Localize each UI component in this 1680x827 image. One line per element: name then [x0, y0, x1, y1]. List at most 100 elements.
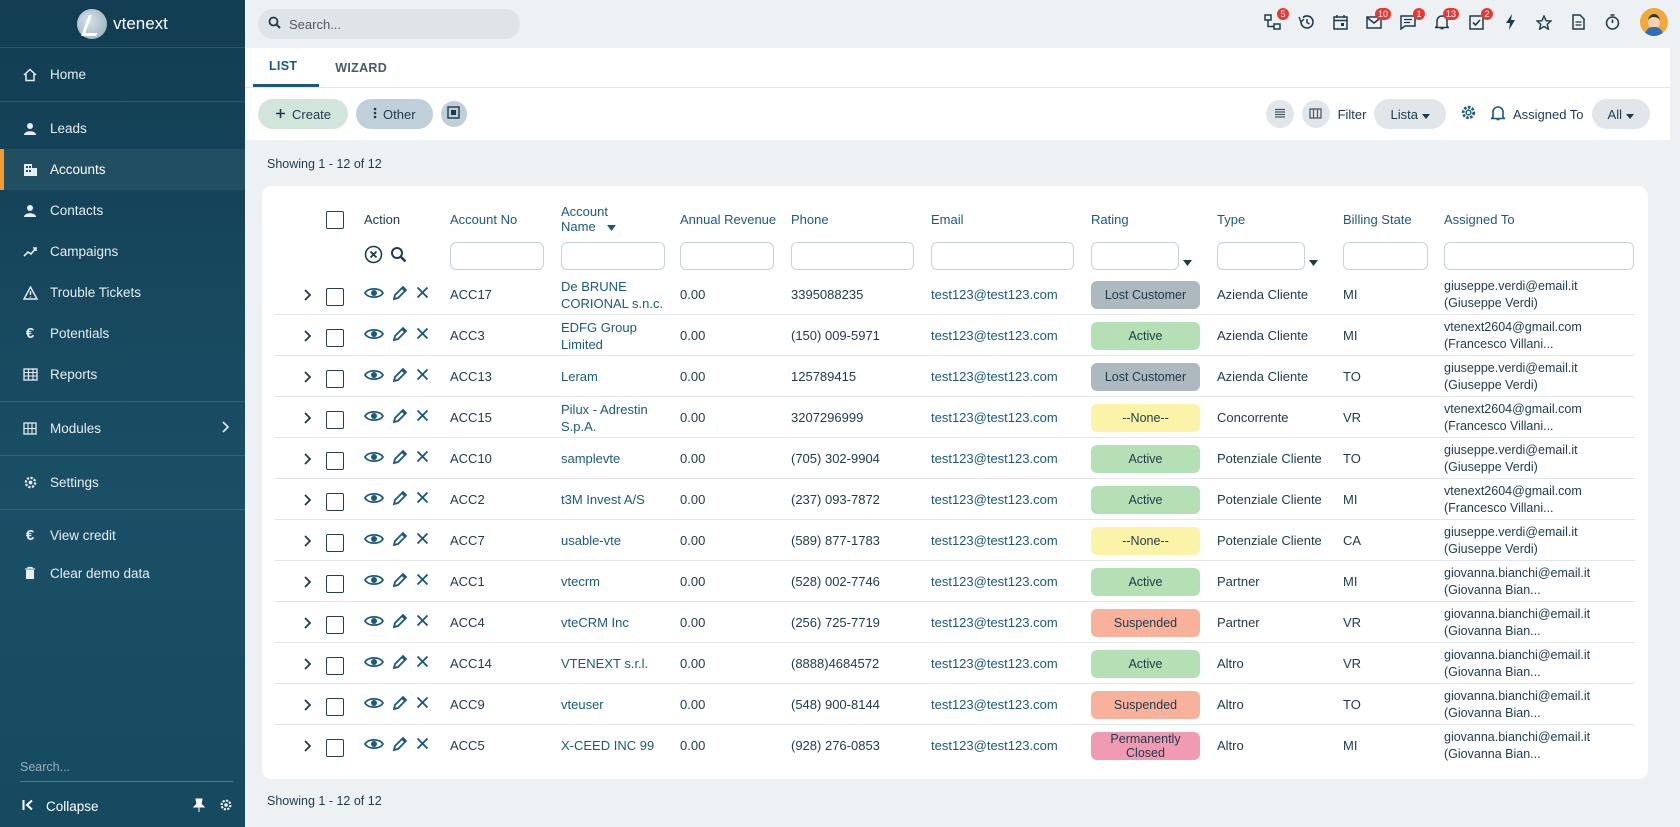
sidebar-item-contacts[interactable]: Contacts: [0, 190, 245, 231]
expand-row-icon[interactable]: [303, 520, 311, 561]
sidebar-item-trouble-tickets[interactable]: Trouble Tickets: [0, 272, 245, 313]
table-row[interactable]: ACC1 vtecrm 0.00 (528) 002-7746 test123@…: [275, 561, 1635, 602]
global-search-input[interactable]: Search...: [258, 9, 520, 39]
row-checkbox[interactable]: [326, 451, 344, 470]
view-icon[interactable]: [363, 286, 385, 304]
lightning-icon[interactable]: [1500, 10, 1520, 34]
sidebar-item-view-credit[interactable]: € View credit: [0, 516, 245, 554]
row-checkbox[interactable]: [326, 533, 344, 552]
delete-icon[interactable]: [416, 450, 429, 467]
row-checkbox[interactable]: [326, 287, 344, 306]
view-icon[interactable]: [363, 491, 385, 509]
list-view-button[interactable]: [1265, 100, 1294, 128]
row-checkbox[interactable]: [326, 738, 344, 757]
select-all-checkbox[interactable]: [326, 211, 344, 229]
table-row[interactable]: ACC7 usable-vte 0.00 (589) 877-1783 test…: [275, 520, 1635, 561]
email-link[interactable]: test123@test123.com: [931, 656, 1058, 671]
account-name-link[interactable]: samplevte: [561, 438, 620, 479]
row-checkbox[interactable]: [326, 697, 344, 716]
email-link[interactable]: test123@test123.com: [931, 697, 1058, 712]
edit-icon[interactable]: [392, 449, 408, 469]
view-icon[interactable]: [363, 614, 385, 632]
column-header-account-no[interactable]: Account No: [450, 212, 518, 227]
tab-list[interactable]: LIST: [253, 48, 320, 87]
sidebar-search-input[interactable]: Search...: [20, 752, 233, 782]
view-icon[interactable]: [363, 655, 385, 673]
email-link[interactable]: test123@test123.com: [931, 328, 1058, 343]
calendar-icon[interactable]: [1330, 10, 1350, 34]
edit-icon[interactable]: [392, 572, 408, 592]
search-icon[interactable]: [390, 246, 407, 266]
edit-icon[interactable]: [392, 736, 408, 756]
expand-row-icon[interactable]: [303, 356, 311, 397]
column-header-rating[interactable]: Rating: [1091, 212, 1129, 227]
gear-icon[interactable]: [1460, 104, 1477, 124]
row-checkbox[interactable]: [326, 328, 344, 347]
email-link[interactable]: test123@test123.com: [931, 574, 1058, 589]
email-link[interactable]: test123@test123.com: [931, 287, 1058, 302]
account-name-link[interactable]: Leram: [561, 356, 598, 397]
account-name-link[interactable]: vteuser: [561, 684, 604, 725]
delete-icon[interactable]: [416, 737, 429, 754]
account-name-link[interactable]: usable-vte: [561, 520, 621, 561]
column-header-billing-state[interactable]: Billing State: [1343, 212, 1412, 227]
mail-icon[interactable]: 10: [1364, 8, 1391, 34]
filter-select[interactable]: Lista: [1374, 99, 1446, 129]
sidebar-item-leads[interactable]: Leads: [0, 108, 245, 149]
filter-account-no-input[interactable]: [450, 242, 544, 270]
email-link[interactable]: test123@test123.com: [931, 492, 1058, 507]
sidebar-item-potentials[interactable]: € Potentials: [0, 313, 245, 354]
column-header-assigned-to[interactable]: Assigned To: [1444, 212, 1515, 227]
timer-icon[interactable]: [1602, 10, 1622, 34]
table-row[interactable]: ACC17 De BRUNE CORIONAL s.n.c. 0.00 33950…: [275, 274, 1635, 315]
clear-filters-icon[interactable]: [364, 245, 383, 267]
table-row[interactable]: ACC14 VTENEXT s.r.l. 0.00 (8888)4684572 …: [275, 643, 1635, 684]
star-icon[interactable]: [1534, 10, 1554, 34]
edit-icon[interactable]: [392, 613, 408, 633]
row-checkbox[interactable]: [326, 369, 344, 388]
caret-down-icon[interactable]: [1183, 254, 1192, 269]
expand-row-icon[interactable]: [303, 274, 311, 315]
delete-icon[interactable]: [416, 573, 429, 590]
bell-icon[interactable]: [1489, 105, 1507, 124]
other-button[interactable]: Other: [356, 99, 433, 129]
edit-icon[interactable]: [392, 408, 408, 428]
table-row[interactable]: ACC9 vteuser 0.00 (548) 900-8144 test123…: [275, 684, 1635, 725]
caret-down-icon[interactable]: [1309, 254, 1318, 269]
collapse-button[interactable]: Collapse: [0, 785, 245, 827]
filter-account-name-input[interactable]: [561, 242, 665, 270]
view-icon[interactable]: [363, 573, 385, 591]
column-header-phone[interactable]: Phone: [791, 212, 829, 227]
email-link[interactable]: test123@test123.com: [931, 533, 1058, 548]
expand-row-icon[interactable]: [303, 602, 311, 643]
table-row[interactable]: ACC10 samplevte 0.00 (705) 302-9904 test…: [275, 438, 1635, 479]
assigned-to-select[interactable]: All: [1591, 99, 1650, 129]
account-name-link[interactable]: EDFG Group Limited: [561, 315, 637, 356]
chat-icon[interactable]: 1: [1398, 8, 1425, 34]
sidebar-item-campaigns[interactable]: Campaigns: [0, 231, 245, 272]
sidebar-item-accounts[interactable]: Accounts: [0, 149, 245, 190]
view-icon[interactable]: [363, 409, 385, 427]
pin-icon[interactable]: [192, 798, 206, 815]
account-name-link[interactable]: t3M Invest A/S: [561, 479, 645, 520]
view-icon[interactable]: [363, 696, 385, 714]
account-name-link[interactable]: De BRUNE CORIONAL s.n.c.: [561, 274, 663, 315]
delete-icon[interactable]: [416, 532, 429, 549]
expand-row-icon[interactable]: [303, 725, 311, 766]
row-checkbox[interactable]: [326, 615, 344, 634]
edit-icon[interactable]: [392, 490, 408, 510]
email-link[interactable]: test123@test123.com: [931, 738, 1058, 753]
filter-annual-revenue-input[interactable]: [680, 242, 774, 270]
row-checkbox[interactable]: [326, 574, 344, 593]
expand-row-icon[interactable]: [303, 561, 311, 602]
expand-row-icon[interactable]: [303, 479, 311, 520]
view-icon[interactable]: [363, 450, 385, 468]
row-checkbox[interactable]: [326, 492, 344, 511]
delete-icon[interactable]: [416, 655, 429, 672]
table-row[interactable]: ACC5 X-CEED INC 99 0.00 (928) 276-0853 t…: [275, 725, 1635, 766]
gear-icon[interactable]: [219, 798, 233, 815]
view-icon[interactable]: [363, 368, 385, 386]
view-icon[interactable]: [363, 327, 385, 345]
table-row[interactable]: ACC4 vteCRM Inc 0.00 (256) 725-7719 test…: [275, 602, 1635, 643]
expand-row-icon[interactable]: [303, 397, 311, 438]
